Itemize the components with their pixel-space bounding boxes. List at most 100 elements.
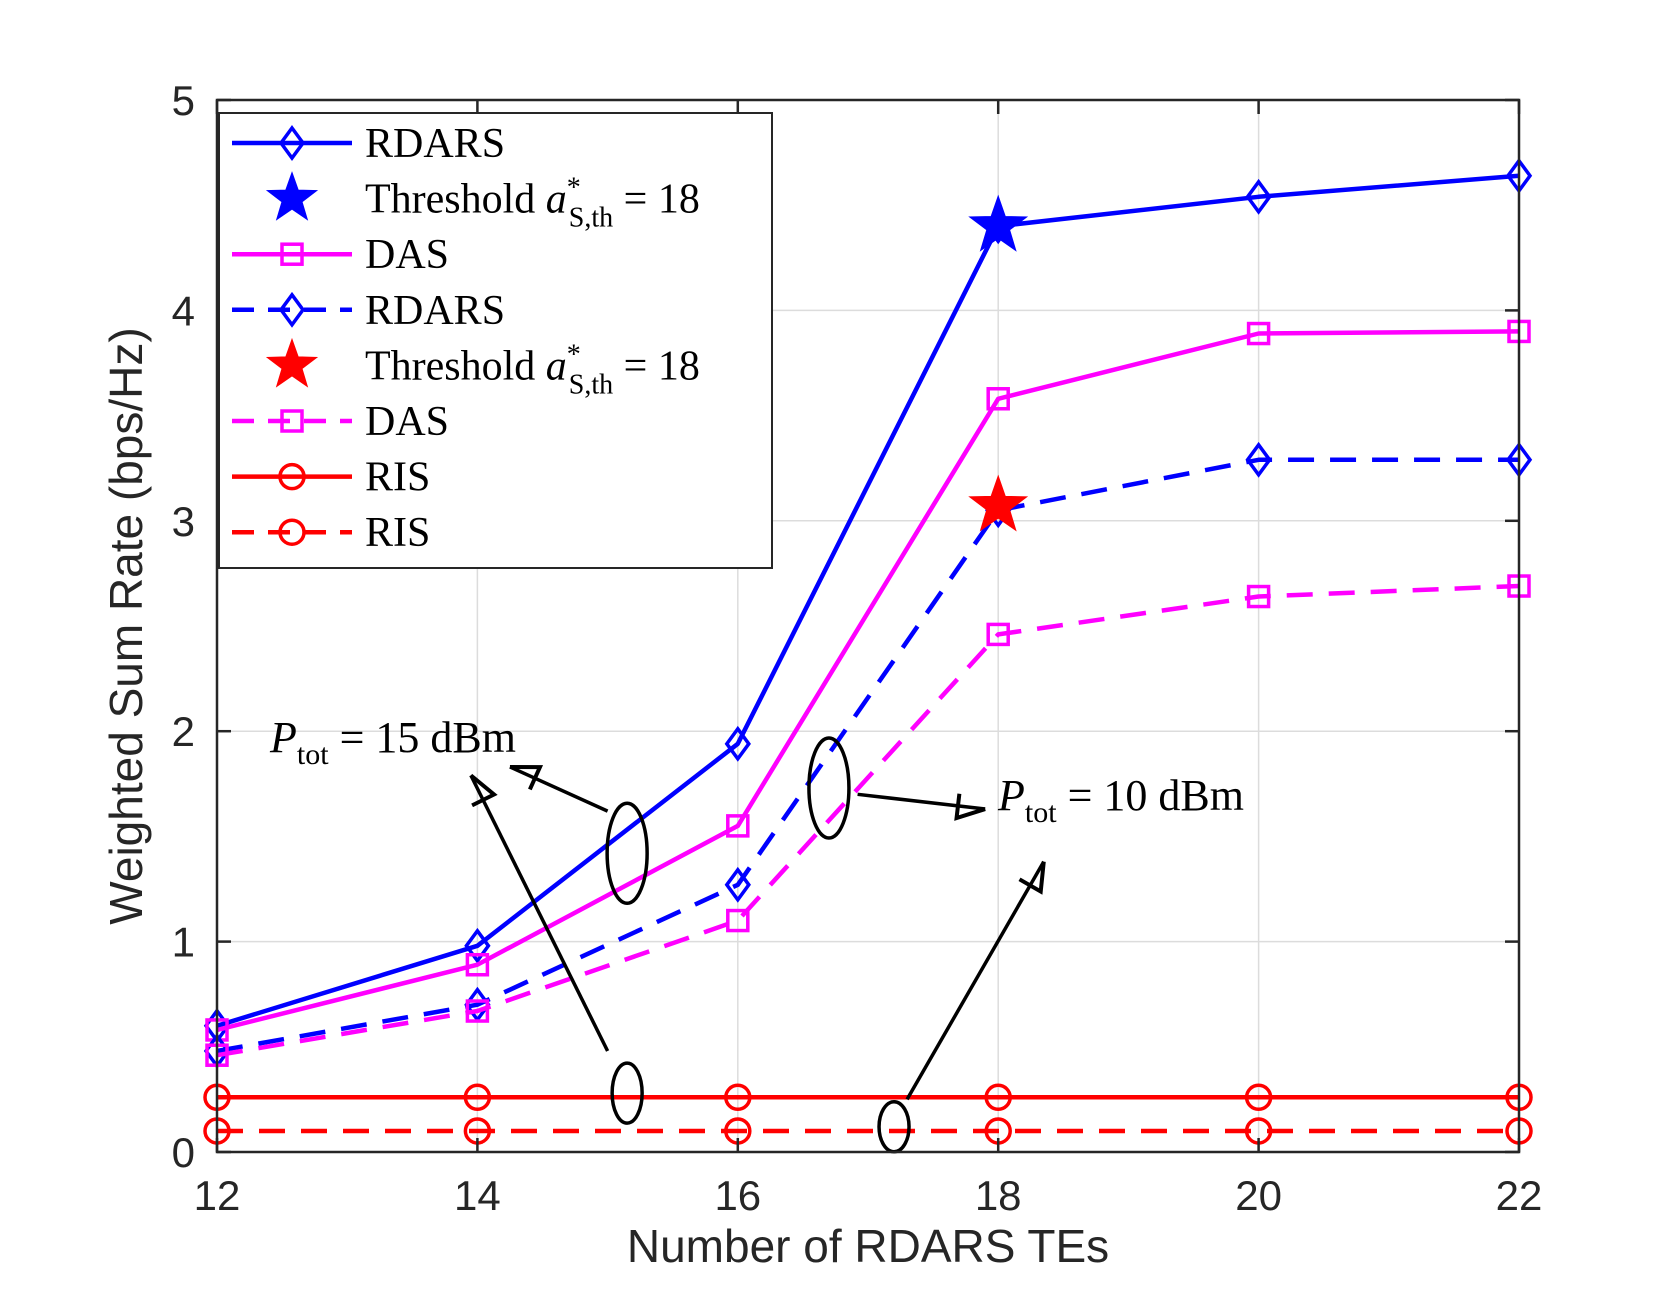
math-rhs: = 18 (613, 343, 700, 389)
data-point (724, 866, 751, 903)
x-tick-label: 12 (194, 1172, 241, 1219)
series-layer (203, 157, 1533, 1145)
math-rhs: = 10 dBm (1057, 771, 1244, 820)
arrow-shaft (905, 860, 1046, 1101)
annotation-label-10dbm: Ptot = 10 dBm (997, 771, 1244, 829)
legend-star (265, 337, 319, 388)
legend-label: Threshold a* S,th = 18 (365, 339, 700, 400)
y-tick-label: 3 (172, 498, 195, 545)
legend-label: DAS (365, 232, 449, 278)
x-tick-label: 18 (975, 1172, 1022, 1219)
math-sub: S,th (569, 203, 613, 234)
math-sub: tot (1025, 796, 1057, 829)
data-point (726, 814, 750, 838)
legend-label: RDARS (365, 288, 505, 334)
math-symbol: P (997, 771, 1025, 820)
legend-label: DAS (365, 399, 449, 445)
series-line (216, 457, 1519, 1054)
x-tick-label: 16 (714, 1172, 761, 1219)
annotation-arrow (857, 792, 986, 821)
legend-marker (278, 462, 306, 491)
data-point (464, 927, 491, 964)
x-tick-label: 22 (1496, 1172, 1543, 1219)
legend-star (265, 171, 319, 221)
series-line (216, 173, 1520, 1028)
data-point (724, 1083, 752, 1112)
legend-entry: RIS (232, 510, 430, 556)
legend-marker (280, 242, 304, 266)
group-ellipse (877, 1100, 911, 1154)
data-point (1246, 321, 1271, 346)
series-line (216, 329, 1520, 1033)
data-point (465, 952, 490, 977)
annotation-arrow (509, 764, 609, 813)
y-axis-label: Weighted Sum Rate (bps/Hz) (100, 327, 152, 924)
series-das-dashed (205, 574, 1531, 1067)
legend-entry: RIS (232, 455, 430, 501)
data-point (726, 908, 750, 933)
legend-label-text: Threshold (365, 177, 546, 223)
legend-entry: Threshold a* S,th = 18 (265, 337, 700, 400)
data-point (1246, 584, 1271, 609)
group-ellipse (610, 1061, 644, 1125)
math-symbol: a (546, 343, 567, 389)
x-axis-label: Number of RDARS TEs (627, 1220, 1109, 1272)
legend-entry: DAS (232, 232, 449, 278)
series-ris-solid (203, 1083, 1533, 1112)
data-point (984, 1083, 1012, 1112)
data-point (986, 387, 1010, 411)
y-tick-label: 2 (172, 708, 195, 755)
math-rhs: = 18 (613, 177, 700, 223)
data-point (465, 999, 490, 1023)
legend-marker (278, 125, 306, 161)
legend-marker (278, 291, 306, 328)
legend-label: Threshold a* S,th = 18 (365, 173, 700, 234)
arrow-shaft (469, 774, 610, 1052)
math-sub: S,th (569, 369, 613, 400)
legend-entry: Threshold a* S,th = 18 (265, 171, 700, 234)
y-tick-label: 5 (172, 77, 195, 124)
legend-entry: DAS (232, 399, 449, 445)
annotation-label-15dbm: Ptot = 15 dBm (269, 713, 516, 771)
legend-label: RIS (365, 455, 430, 501)
legend-marker (280, 409, 304, 433)
math-symbol: a (546, 177, 567, 223)
group-ellipse (807, 736, 851, 840)
annotation-arrow (469, 773, 610, 1052)
group-ellipse (605, 801, 649, 905)
plot-frame (215, 98, 1521, 1154)
x-tick-label: 14 (454, 1172, 501, 1219)
legend-label-text: Threshold (365, 343, 546, 389)
math-sup: * (567, 339, 581, 370)
series-line (216, 583, 1520, 1058)
data-point (463, 1083, 492, 1112)
x-tick-label: 20 (1235, 1172, 1282, 1219)
data-point (1245, 441, 1272, 478)
y-tick-label: 4 (172, 287, 195, 334)
annotation-arrow (905, 860, 1046, 1101)
legend-marker (278, 518, 306, 546)
data-point (724, 725, 751, 762)
arrow-shaft (509, 765, 609, 813)
math-sub: tot (297, 738, 329, 771)
math-rhs: = 15 dBm (329, 713, 516, 762)
arrow-shaft (857, 792, 986, 811)
arrow-head (509, 764, 544, 791)
threshold-star (968, 474, 1029, 532)
data-point (1244, 1083, 1273, 1112)
legend-box (218, 112, 773, 569)
math-symbol: P (269, 713, 297, 762)
arrow-head (469, 773, 498, 808)
series-das-solid (205, 319, 1531, 1042)
legend-label: RDARS (365, 121, 505, 167)
legend-entry: RDARS (232, 288, 505, 334)
data-point (986, 622, 1010, 647)
legend-label: RIS (365, 510, 430, 556)
y-tick-label: 0 (172, 1129, 195, 1176)
math-sup: * (567, 173, 581, 204)
arrow-head (954, 793, 986, 821)
